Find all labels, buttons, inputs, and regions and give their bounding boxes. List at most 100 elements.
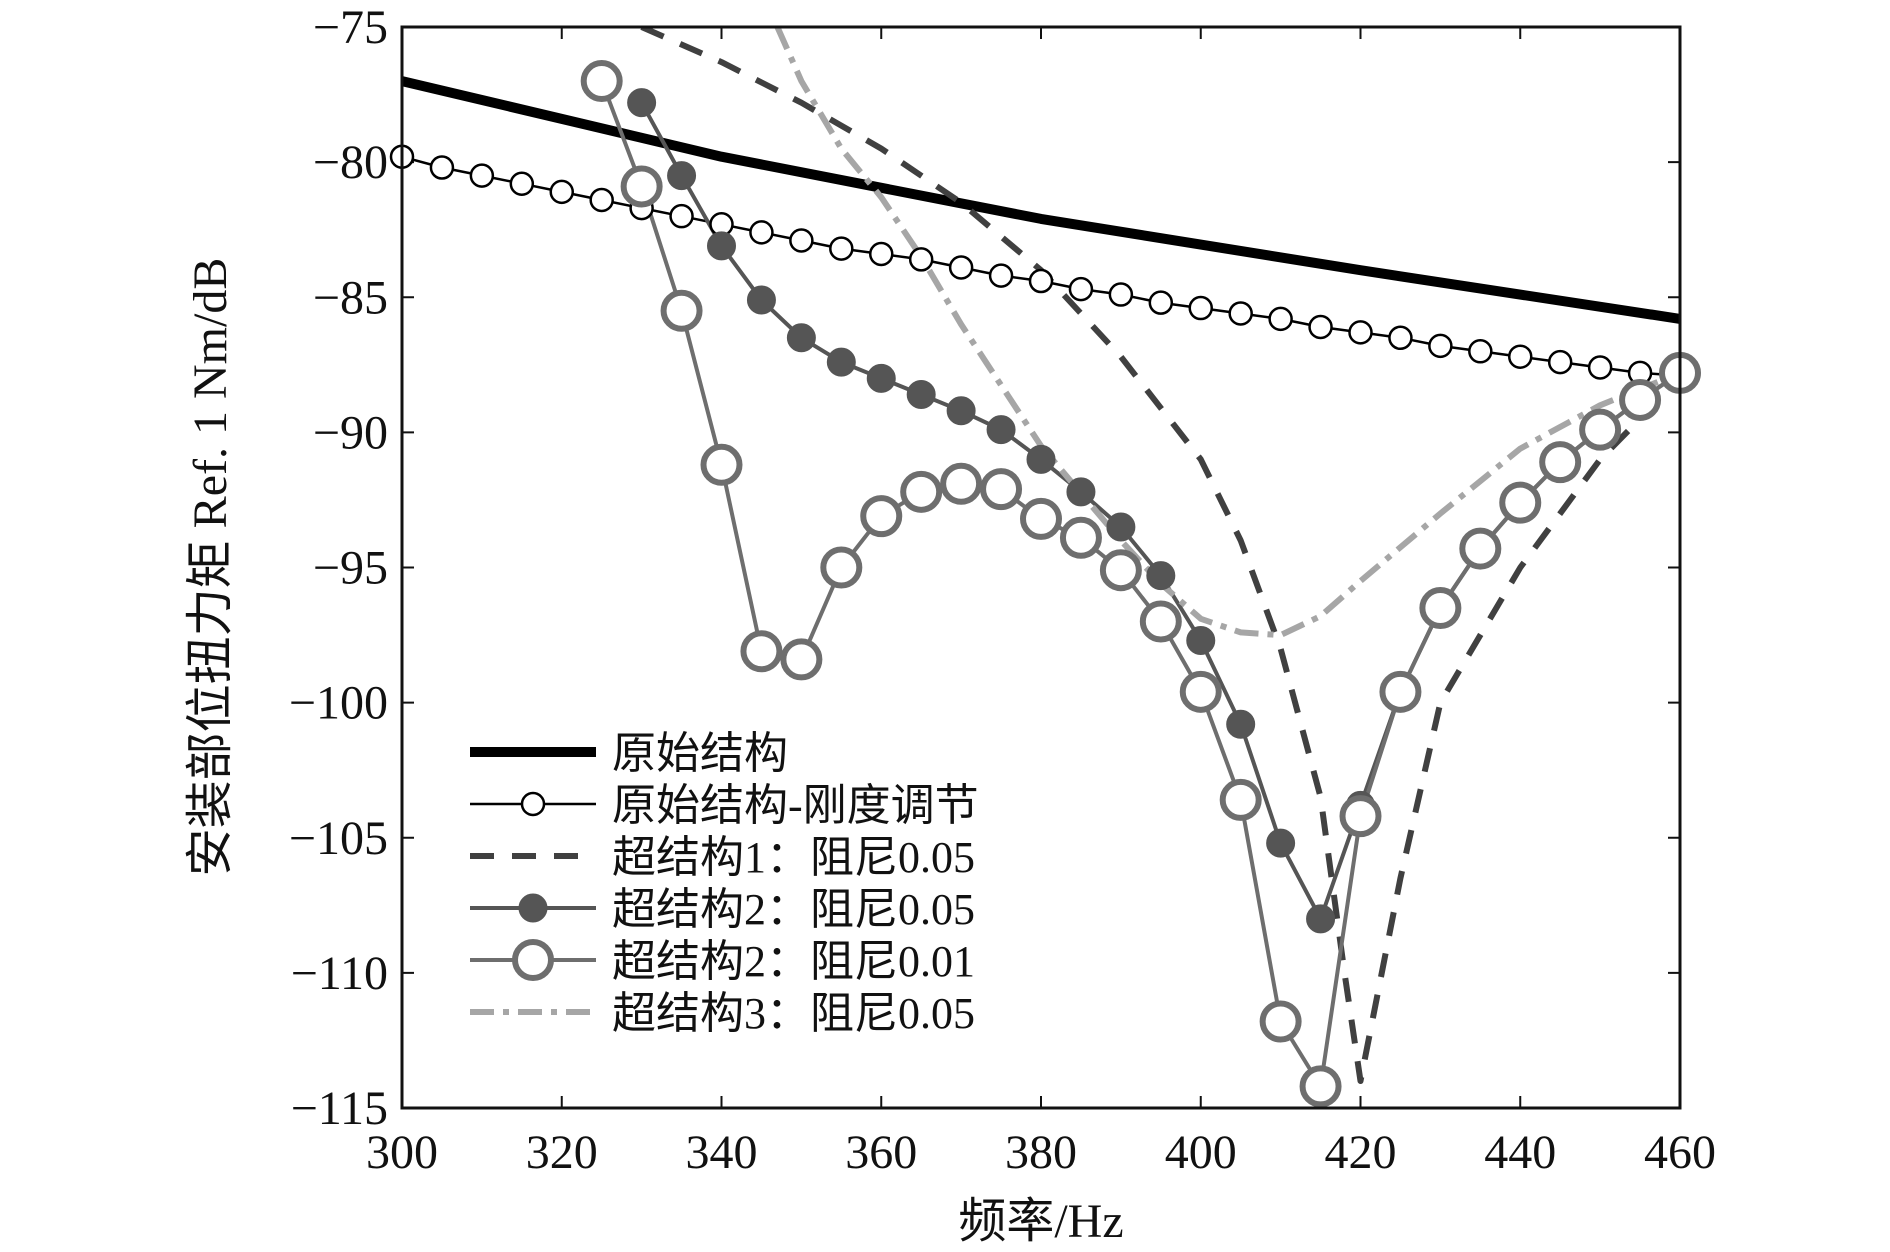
series-3-point-15 xyxy=(1226,709,1256,739)
series-line-5 xyxy=(774,27,1680,639)
series-4-point-6 xyxy=(820,546,863,589)
series-1-point-18 xyxy=(1108,282,1134,307)
x-tick-label-2: 340 xyxy=(686,1126,758,1179)
series-1-point-12 xyxy=(869,241,894,267)
series-4-point-5 xyxy=(780,638,823,681)
series-4-point-8 xyxy=(900,470,943,513)
series-1-point-9 xyxy=(749,220,774,245)
legend: 原始结构原始结构-刚度调节超结构1：阻尼0.05超结构2：阻尼0.05超结构2：… xyxy=(470,729,979,1038)
y-tick-label-4: −95 xyxy=(313,542,388,595)
series-4-point-12 xyxy=(1059,516,1102,559)
series-1-point-5 xyxy=(589,187,614,213)
x-tick-label-5: 400 xyxy=(1165,1126,1237,1179)
series-3-point-3 xyxy=(746,285,776,315)
series-1-point-16 xyxy=(1028,268,1054,294)
series-line-2 xyxy=(640,27,1680,1084)
series-4-point-23 xyxy=(1499,481,1542,524)
y-tick-label-6: −105 xyxy=(289,812,388,865)
series-4-point-11 xyxy=(1020,497,1062,540)
series-1-point-29 xyxy=(1547,349,1573,375)
legend-marker-1 xyxy=(520,791,546,817)
series-4-point-18 xyxy=(1299,1065,1342,1108)
tick-labels: 300 320 340 360 380 400 420 440 460 −75 −80 −85 −90 −… xyxy=(289,1,1716,1179)
series-1-point-26 xyxy=(1428,333,1453,359)
x-tick-label-0: 300 xyxy=(366,1126,438,1179)
series-1-point-27 xyxy=(1468,339,1493,364)
series-3-point-16 xyxy=(1266,828,1296,858)
series-4-point-24 xyxy=(1539,441,1582,484)
x-tick-label-1: 320 xyxy=(526,1126,598,1179)
series-1-point-13 xyxy=(908,247,934,272)
y-tick-label-8: −115 xyxy=(291,1082,388,1135)
series-1-point-28 xyxy=(1508,344,1533,369)
y-tick-label-2: −85 xyxy=(313,271,388,324)
x-tick-label-8: 460 xyxy=(1644,1126,1716,1179)
series-4-point-10 xyxy=(980,468,1023,511)
series-3-point-8 xyxy=(946,396,976,426)
series-1-point-15 xyxy=(988,263,1014,288)
series-4-point-1 xyxy=(620,165,663,208)
series-1-point-21 xyxy=(1228,301,1253,326)
series-3-point-0 xyxy=(627,88,657,118)
series-1-point-3 xyxy=(509,171,535,196)
series-4-point-4 xyxy=(740,630,783,673)
series-3-point-6 xyxy=(866,363,896,393)
series-4-point-0 xyxy=(580,60,623,103)
series-4-point-13 xyxy=(1099,549,1142,592)
series-1-point-20 xyxy=(1188,295,1213,321)
series-4-point-9 xyxy=(940,462,983,505)
y-tick-label-3: −90 xyxy=(313,406,388,459)
x-axis-label: 频率/Hz xyxy=(958,1195,1123,1248)
series-3-point-9 xyxy=(986,415,1016,445)
legend-marker-4 xyxy=(512,939,554,981)
x-tick-label-3: 360 xyxy=(845,1126,917,1179)
legend-label-3: 超结构2：阻尼0.05 xyxy=(612,885,975,934)
series-1-point-30 xyxy=(1587,355,1613,380)
series-3-point-12 xyxy=(1106,512,1136,542)
series-1-point-14 xyxy=(948,255,974,280)
series-3-point-10 xyxy=(1026,444,1056,474)
series-4-point-19 xyxy=(1339,795,1382,838)
y-tick-label-7: −110 xyxy=(291,947,388,1000)
series-4-point-7 xyxy=(860,495,903,538)
series-4-point-14 xyxy=(1139,600,1182,643)
series-4-point-16 xyxy=(1219,778,1262,821)
series-4-point-25 xyxy=(1579,408,1622,451)
series-1-point-10 xyxy=(789,228,814,253)
x-tick-label-6: 420 xyxy=(1325,1126,1397,1179)
series-1-point-25 xyxy=(1388,325,1413,351)
series-1-point-23 xyxy=(1308,314,1333,340)
series-1-point-4 xyxy=(549,179,574,205)
series-4-point-20 xyxy=(1379,670,1422,713)
series-4-point-2 xyxy=(660,289,703,332)
y-tick-label-0: −75 xyxy=(313,1,388,54)
series-3-point-2 xyxy=(707,231,736,261)
legend-marker-3 xyxy=(518,893,548,923)
x-tick-label-7: 440 xyxy=(1484,1126,1556,1179)
series-1-point-22 xyxy=(1268,306,1293,332)
legend-label-2: 超结构1：阻尼0.05 xyxy=(612,833,975,882)
series-4-point-26 xyxy=(1619,378,1662,421)
legend-label-0: 原始结构 xyxy=(612,729,788,778)
series-4-point-3 xyxy=(700,443,743,486)
y-axis-label: 安装部位扭力矩 Ref. 1 Nm/dB xyxy=(184,258,237,877)
series-3-point-7 xyxy=(906,380,936,410)
legend-label-4: 超结构2：阻尼0.01 xyxy=(612,937,975,986)
series-1-point-11 xyxy=(829,236,854,261)
series-1-point-24 xyxy=(1348,320,1373,345)
series-1-point-19 xyxy=(1148,290,1174,315)
legend-label-5: 超结构3：阻尼0.05 xyxy=(612,989,975,1038)
series-1-point-2 xyxy=(469,163,495,188)
series-1-point-17 xyxy=(1068,276,1094,302)
series-4-point-21 xyxy=(1419,587,1462,630)
marker-group xyxy=(389,60,1701,1108)
x-tick-label-4: 380 xyxy=(1005,1126,1077,1179)
series-3-point-17 xyxy=(1306,904,1336,934)
series-1-point-1 xyxy=(429,155,455,180)
series-3-point-14 xyxy=(1186,625,1216,655)
series-3-point-11 xyxy=(1066,477,1096,507)
series-4-point-17 xyxy=(1259,1000,1302,1043)
series-line-0 xyxy=(402,76,1680,324)
y-tick-label-1: −80 xyxy=(313,136,388,189)
